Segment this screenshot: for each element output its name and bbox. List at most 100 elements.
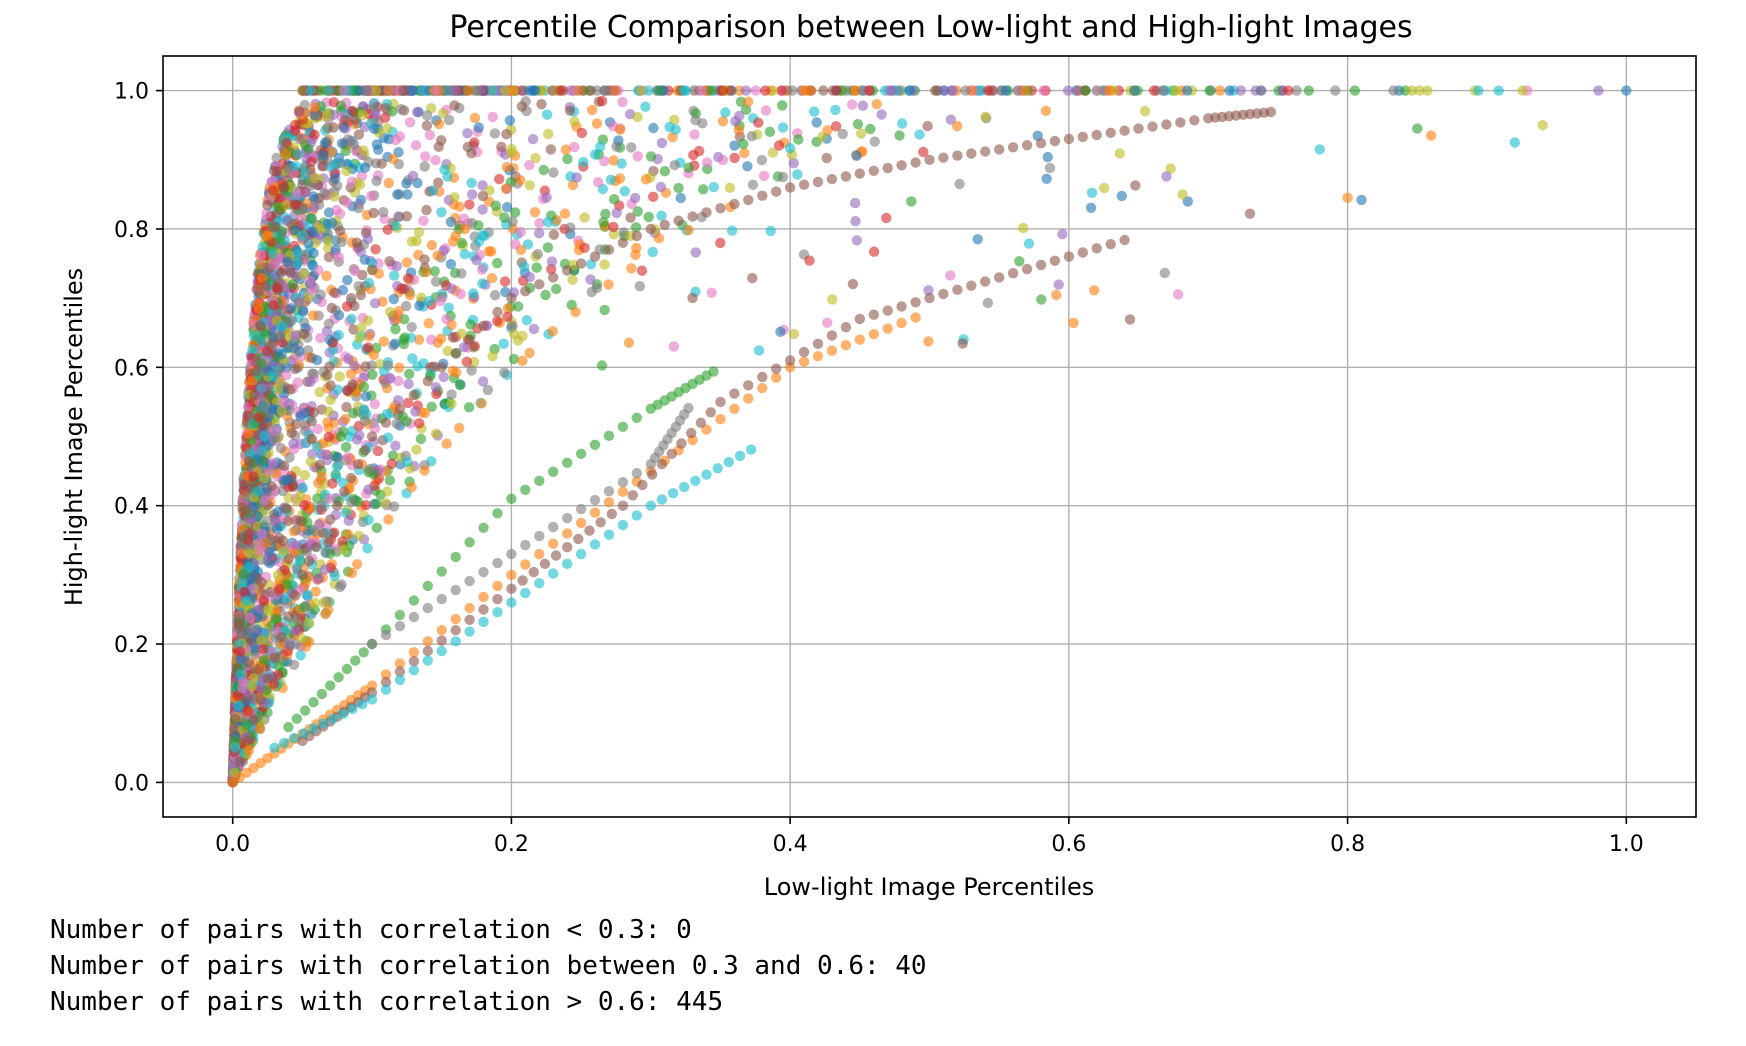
data-point	[362, 315, 374, 326]
data-point	[360, 391, 372, 402]
data-point	[430, 382, 442, 393]
data-point	[1330, 85, 1341, 96]
data-point	[760, 85, 771, 96]
data-point	[548, 167, 559, 178]
data-point	[306, 213, 318, 224]
series-point	[617, 519, 629, 531]
data-point	[298, 306, 309, 317]
data-point	[501, 202, 513, 213]
data-point	[847, 99, 858, 110]
data-point	[776, 85, 787, 96]
data-point	[304, 275, 316, 287]
series-point	[345, 472, 357, 484]
data-point	[358, 404, 370, 415]
series-point	[686, 427, 697, 439]
data-point	[740, 104, 752, 115]
data-point	[538, 164, 549, 176]
series-point	[562, 457, 573, 468]
data-point	[385, 373, 396, 384]
data-point	[706, 85, 717, 96]
data-point	[342, 452, 354, 463]
data-point	[292, 248, 303, 259]
series-point	[631, 230, 642, 242]
series-point	[436, 566, 447, 577]
series-point	[300, 705, 311, 716]
series-point	[617, 477, 629, 488]
data-point	[305, 180, 316, 192]
data-point	[278, 182, 290, 193]
data-point	[298, 328, 310, 339]
data-point	[310, 586, 321, 597]
data-point	[283, 553, 294, 565]
data-point	[415, 433, 427, 445]
data-point	[407, 353, 418, 364]
data-point	[333, 251, 344, 263]
data-point	[322, 370, 333, 381]
data-point	[322, 111, 333, 122]
data-point	[323, 537, 334, 548]
data-point	[1044, 162, 1056, 174]
data-point	[433, 177, 444, 188]
data-point	[253, 412, 265, 423]
y-tick-label: 0.2	[114, 633, 149, 658]
data-point	[856, 128, 867, 139]
series-point	[966, 148, 977, 159]
data-point	[253, 303, 264, 314]
data-point	[727, 225, 738, 236]
data-point	[1040, 105, 1052, 117]
data-point	[348, 324, 359, 335]
data-point	[596, 360, 608, 371]
data-point	[353, 530, 365, 541]
data-point	[380, 498, 391, 509]
data-point	[416, 85, 427, 96]
data-point	[1303, 85, 1315, 96]
data-point	[788, 158, 799, 169]
data-point	[285, 267, 296, 279]
data-point	[234, 646, 246, 657]
data-point	[436, 135, 447, 146]
data-point	[305, 376, 316, 387]
data-point	[391, 418, 402, 429]
data-point	[708, 181, 719, 193]
data-point	[271, 282, 282, 293]
data-point	[348, 408, 359, 419]
series-point	[645, 223, 656, 235]
series-point	[478, 320, 489, 331]
data-point	[389, 270, 400, 281]
data-point	[598, 217, 609, 228]
series-point	[757, 371, 768, 383]
series-point	[603, 430, 615, 441]
series-point	[357, 699, 368, 710]
data-point	[364, 464, 375, 475]
series-point	[408, 647, 420, 658]
data-point	[270, 516, 281, 527]
series-point	[269, 652, 280, 664]
data-point	[282, 516, 294, 527]
data-point	[309, 173, 320, 184]
outlier-point	[1412, 123, 1423, 134]
data-point	[315, 85, 326, 96]
series-point	[308, 697, 319, 708]
data-point	[477, 190, 489, 202]
data-point	[489, 128, 501, 139]
data-point	[865, 123, 876, 135]
data-point	[241, 491, 252, 503]
series-point	[366, 638, 378, 650]
series-point	[478, 604, 489, 615]
data-point	[608, 229, 620, 240]
data-point	[640, 101, 651, 112]
data-point	[259, 495, 270, 506]
data-point	[365, 190, 377, 202]
series-point	[337, 708, 348, 720]
data-point	[278, 397, 290, 408]
data-point	[290, 419, 302, 430]
data-point	[292, 149, 304, 160]
data-point	[294, 554, 306, 566]
data-point	[1068, 317, 1079, 329]
data-point	[494, 173, 505, 185]
series-point	[1189, 115, 1200, 126]
data-point	[391, 314, 402, 325]
data-point	[596, 95, 608, 107]
data-point	[268, 165, 280, 177]
series-point	[701, 469, 712, 480]
